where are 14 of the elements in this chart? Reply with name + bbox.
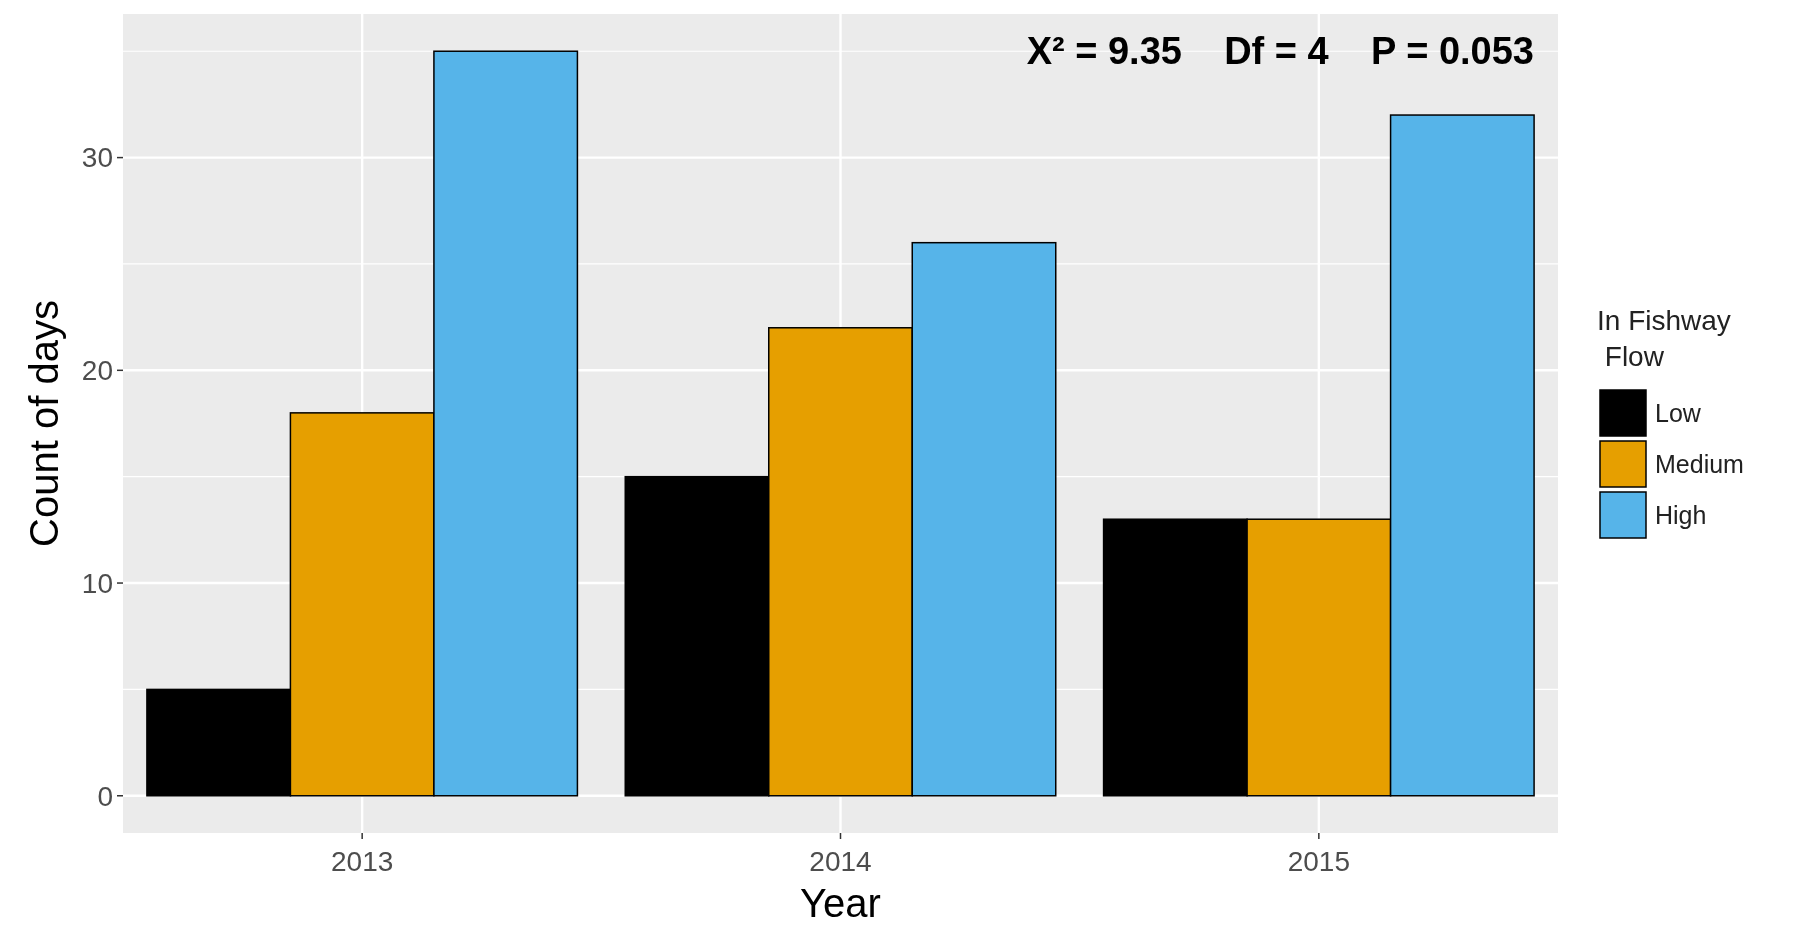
y-tick-label: 30 xyxy=(81,142,113,174)
legend-title: In Fishway Flow xyxy=(1597,305,1731,372)
annotation: X² = 9.35 Df = 4 P = 0.053 xyxy=(1026,30,1534,72)
y-tick-label: 20 xyxy=(81,355,113,387)
y-axis-title: Count of days xyxy=(22,300,66,547)
legend-label: High xyxy=(1655,500,1707,529)
legend-label: Medium xyxy=(1655,449,1744,478)
x-tick-label: 2013 xyxy=(331,846,394,877)
legend-label: Low xyxy=(1655,398,1702,427)
x-tick-label: 2014 xyxy=(809,846,872,877)
y-tick-label: 0 xyxy=(97,780,113,812)
x-axis-title: Year xyxy=(800,881,881,925)
y-tick-label: 10 xyxy=(81,567,113,599)
x-tick-label: 2015 xyxy=(1287,846,1350,877)
